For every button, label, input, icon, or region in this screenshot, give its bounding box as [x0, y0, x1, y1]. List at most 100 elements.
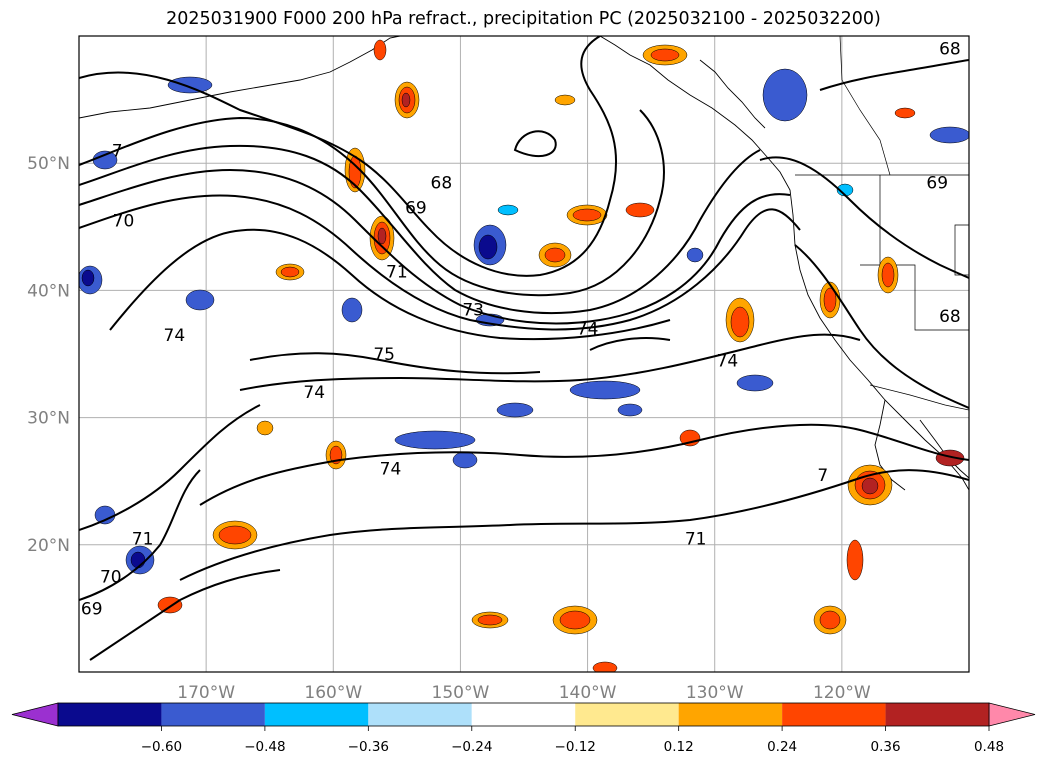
precip-positive-area	[592, 661, 618, 672]
colorbar-tick-label: 0.24	[767, 739, 797, 755]
latitude-label: 20°N	[27, 536, 70, 556]
contour-label: 7	[817, 466, 828, 486]
precip-negative-area	[617, 403, 643, 417]
colorbar-tick-label: −0.60	[141, 739, 182, 755]
colorbar-segment	[782, 703, 886, 726]
precip-shading	[79, 39, 969, 672]
precip-negative-area	[452, 451, 478, 469]
longitude-label: 130°W	[686, 683, 744, 703]
precip-positive-area	[554, 94, 576, 106]
refractivity-contours	[79, 36, 969, 661]
contour-line	[239, 333, 861, 391]
alaska-canada-border	[839, 36, 891, 176]
map-frame	[78, 35, 970, 673]
precip-negative-area	[81, 269, 95, 287]
contour-line	[79, 194, 801, 331]
contour-line	[79, 168, 791, 325]
colorbar-tick-label: 0.36	[871, 739, 901, 755]
contour-label: 70	[100, 568, 122, 588]
contour-line	[79, 144, 761, 315]
contour-label: 70	[113, 211, 135, 231]
baja-coastline	[874, 399, 906, 491]
colorbar-tick-label: −0.12	[555, 739, 596, 755]
precip-positive-area	[650, 48, 680, 62]
contour-line	[249, 352, 541, 375]
state-borders	[860, 175, 969, 331]
longitude-label: 140°W	[559, 683, 617, 703]
latitude-label: 30°N	[27, 409, 70, 429]
colorbar-tick-labels: −0.60 −0.48 −0.36 −0.24 −0.12 0.12 0.24 0.36 0.4…	[141, 726, 1004, 755]
precip-positive-area	[935, 449, 965, 467]
contour-label: 74	[717, 351, 739, 371]
us-mexico-border	[869, 384, 969, 411]
precip-positive-area	[377, 227, 387, 245]
contour-label: 75	[373, 345, 395, 365]
colorbar-outline	[57, 702, 990, 727]
longitude-label: 120°W	[813, 683, 871, 703]
colorbar-tick-label: −0.48	[244, 739, 285, 755]
contour-label: 71	[386, 262, 408, 282]
contour-line	[513, 130, 557, 158]
precip-negative-area	[569, 380, 641, 400]
precip-positive-area	[894, 107, 916, 119]
colorbar-segment	[678, 703, 783, 726]
precip-positive-area	[218, 525, 252, 545]
contour-line	[79, 109, 665, 297]
contour-label: 69	[81, 599, 103, 619]
contour-label: 74	[577, 320, 599, 340]
precip-positive-area	[477, 614, 503, 626]
precip-positive-area	[559, 610, 591, 630]
precip-negative-area	[497, 204, 519, 216]
colorbar-extend-high	[988, 702, 1036, 727]
precip-negative-area	[167, 76, 213, 94]
contour-label: 68	[939, 307, 961, 327]
map-area	[79, 36, 969, 672]
precip-negative-area	[496, 402, 534, 418]
precip-positive-area	[881, 262, 895, 288]
contour-line	[819, 59, 969, 91]
latitude-label: 50°N	[27, 154, 70, 174]
colorbar-segment	[264, 703, 369, 726]
precip-positive-area	[625, 202, 655, 218]
contour-label: 68	[431, 173, 453, 193]
colorbar-tick-label: 0.48	[974, 739, 1004, 755]
precip-positive-area	[401, 92, 411, 108]
precip-positive-area	[823, 287, 837, 313]
precip-positive-area	[373, 39, 387, 61]
contour-line	[89, 569, 281, 661]
contour-line	[79, 469, 201, 601]
contour-line	[109, 228, 671, 341]
contour-line	[589, 337, 671, 351]
colorbar-extend-low	[11, 702, 59, 727]
precip-negative-area	[686, 247, 704, 263]
precip-positive-area	[544, 247, 566, 263]
precip-negative-area	[341, 297, 363, 323]
colorbar-segment	[58, 703, 162, 726]
colorbar-segment	[161, 703, 265, 726]
precip-negative-area	[736, 374, 774, 392]
contour-label: 68	[939, 40, 961, 60]
borders	[795, 36, 969, 411]
precip-positive-area	[280, 266, 300, 278]
map-title: 2025031900 F000 200 hPa refract., precip…	[166, 9, 881, 29]
colorbar-tick-label: −0.24	[451, 739, 492, 755]
gridlines	[79, 36, 969, 672]
contour-label: 74	[380, 459, 402, 479]
colorbar	[11, 702, 1036, 727]
precip-negative-area	[478, 234, 498, 260]
precip-positive-area	[846, 539, 864, 581]
precip-positive-area	[730, 306, 750, 338]
contour-line	[79, 36, 618, 277]
precip-positive-area	[861, 477, 879, 495]
colorbar-segment	[368, 703, 472, 726]
precip-negative-area	[394, 430, 476, 450]
island-coastline	[699, 59, 766, 129]
contour-line	[199, 423, 969, 506]
longitude-label: 150°W	[432, 683, 490, 703]
precip-positive-area	[572, 208, 602, 222]
contour-label: 69	[405, 199, 427, 219]
colorbar-segment	[471, 703, 576, 726]
precip-negative-area	[762, 68, 808, 122]
